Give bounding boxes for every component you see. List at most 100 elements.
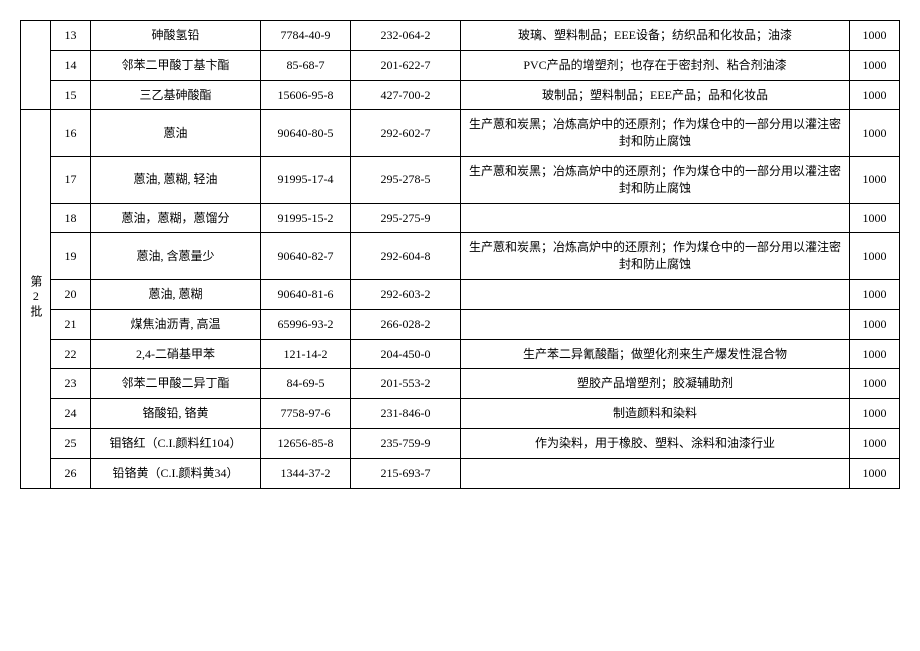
table-cell: 14	[51, 50, 91, 80]
table-cell: 292-603-2	[351, 279, 461, 309]
table-cell: 1000	[850, 50, 900, 80]
table-cell: 13	[51, 21, 91, 51]
table-cell: 23	[51, 369, 91, 399]
table-cell: 1000	[850, 428, 900, 458]
table-cell: 17	[51, 156, 91, 203]
table-cell: 1000	[850, 339, 900, 369]
table-cell: 铬酸铅, 铬黄	[91, 399, 261, 429]
table-cell: 65996-93-2	[261, 309, 351, 339]
table-row: 23邻苯二甲酸二异丁酯84-69-5201-553-2塑胶产品增塑剂；胶凝辅助剂…	[21, 369, 900, 399]
table-cell: 22	[51, 339, 91, 369]
table-cell: 1000	[850, 279, 900, 309]
table-cell: 15	[51, 80, 91, 110]
table-cell: 90640-82-7	[261, 233, 351, 280]
table-cell: 20	[51, 279, 91, 309]
table-row: 15三乙基砷酸酯15606-95-8427-700-2玻制品；塑料制品；EEE产…	[21, 80, 900, 110]
table-row: 18蒽油，蒽糊，蒽馏分91995-15-2295-275-9 1000	[21, 203, 900, 233]
table-cell: 1000	[850, 110, 900, 157]
table-cell	[461, 279, 850, 309]
table-cell: 邻苯二甲酸丁基卞酯	[91, 50, 261, 80]
table-cell: 蒽油，蒽糊，蒽馏分	[91, 203, 261, 233]
table-row: 26铅铬黄（C.I.颜料黄34）1344-37-2215-693-7 1000	[21, 458, 900, 488]
table-cell: 2,4-二硝基甲苯	[91, 339, 261, 369]
table-cell: 215-693-7	[351, 458, 461, 488]
table-cell: 19	[51, 233, 91, 280]
table-row: 第2批16蒽油90640-80-5292-602-7生产蒽和炭黑；冶炼高炉中的还…	[21, 110, 900, 157]
table-cell: 26	[51, 458, 91, 488]
table-row: 222,4-二硝基甲苯121-14-2204-450-0生产苯二异氰酸酯；做塑化…	[21, 339, 900, 369]
table-cell: 1000	[850, 80, 900, 110]
table-cell: 201-553-2	[351, 369, 461, 399]
table-cell: 427-700-2	[351, 80, 461, 110]
table-row: 21煤焦油沥青, 高温65996-93-2266-028-2 1000	[21, 309, 900, 339]
table-cell: 蒽油	[91, 110, 261, 157]
table-cell: 生产蒽和炭黑；冶炼高炉中的还原剂；作为煤仓中的一部分用以灌注密封和防止腐蚀	[461, 233, 850, 280]
table-cell: 292-602-7	[351, 110, 461, 157]
table-cell: 1000	[850, 458, 900, 488]
table-cell: 90640-81-6	[261, 279, 351, 309]
table-cell: 1000	[850, 21, 900, 51]
table-cell	[461, 203, 850, 233]
table-row: 20蒽油, 蒽糊90640-81-6292-603-2 1000	[21, 279, 900, 309]
table-cell: 91995-17-4	[261, 156, 351, 203]
table-cell: 1000	[850, 233, 900, 280]
table-cell: 煤焦油沥青, 高温	[91, 309, 261, 339]
table-cell: 85-68-7	[261, 50, 351, 80]
group-cell: 第2批	[21, 110, 51, 488]
table-cell: 16	[51, 110, 91, 157]
table-cell: 121-14-2	[261, 339, 351, 369]
table-cell: 玻璃、塑料制品；EEE设备；纺织品和化妆品；油漆	[461, 21, 850, 51]
group-label: 第2批	[27, 275, 44, 319]
table-cell: 91995-15-2	[261, 203, 351, 233]
table-cell: 1344-37-2	[261, 458, 351, 488]
table-cell: 生产蒽和炭黑；冶炼高炉中的还原剂；作为煤仓中的一部分用以灌注密封和防止腐蚀	[461, 156, 850, 203]
table-cell: 砷酸氢铅	[91, 21, 261, 51]
table-cell: 295-278-5	[351, 156, 461, 203]
group-cell	[21, 21, 51, 110]
table-cell: 232-064-2	[351, 21, 461, 51]
table-cell	[461, 458, 850, 488]
table-row: 19蒽油, 含蒽量少90640-82-7292-604-8生产蒽和炭黑；冶炼高炉…	[21, 233, 900, 280]
table-cell: 1000	[850, 203, 900, 233]
table-cell: 制造颜料和染料	[461, 399, 850, 429]
table-cell: 蒽油, 蒽糊	[91, 279, 261, 309]
table-cell: 12656-85-8	[261, 428, 351, 458]
table-cell: 84-69-5	[261, 369, 351, 399]
table-cell: 7758-97-6	[261, 399, 351, 429]
table-cell: 玻制品；塑料制品；EEE产品；品和化妆品	[461, 80, 850, 110]
table-cell: 21	[51, 309, 91, 339]
table-cell: 生产蒽和炭黑；冶炼高炉中的还原剂；作为煤仓中的一部分用以灌注密封和防止腐蚀	[461, 110, 850, 157]
table-cell: 292-604-8	[351, 233, 461, 280]
table-cell: 1000	[850, 399, 900, 429]
table-cell: 塑胶产品增塑剂；胶凝辅助剂	[461, 369, 850, 399]
table-cell: 7784-40-9	[261, 21, 351, 51]
table-row: 14邻苯二甲酸丁基卞酯85-68-7201-622-7PVC产品的增塑剂；也存在…	[21, 50, 900, 80]
table-cell: 90640-80-5	[261, 110, 351, 157]
table-cell: 266-028-2	[351, 309, 461, 339]
table-cell: 25	[51, 428, 91, 458]
table-cell: 18	[51, 203, 91, 233]
table-cell: 1000	[850, 309, 900, 339]
table-cell: 1000	[850, 156, 900, 203]
table-cell: 204-450-0	[351, 339, 461, 369]
table-cell: 作为染料，用于橡胶、塑料、涂料和油漆行业	[461, 428, 850, 458]
table-cell: 15606-95-8	[261, 80, 351, 110]
substance-table: 13砷酸氢铅7784-40-9232-064-2玻璃、塑料制品；EEE设备；纺织…	[20, 20, 900, 489]
table-cell: 1000	[850, 369, 900, 399]
table-cell: 蒽油, 含蒽量少	[91, 233, 261, 280]
table-cell: PVC产品的增塑剂；也存在于密封剂、粘合剂油漆	[461, 50, 850, 80]
table-cell: 生产苯二异氰酸酯；做塑化剂来生产爆发性混合物	[461, 339, 850, 369]
table-cell: 24	[51, 399, 91, 429]
table-row: 24铬酸铅, 铬黄7758-97-6231-846-0制造颜料和染料1000	[21, 399, 900, 429]
table-row: 13砷酸氢铅7784-40-9232-064-2玻璃、塑料制品；EEE设备；纺织…	[21, 21, 900, 51]
table-cell: 邻苯二甲酸二异丁酯	[91, 369, 261, 399]
table-cell: 231-846-0	[351, 399, 461, 429]
table-cell	[461, 309, 850, 339]
table-cell: 201-622-7	[351, 50, 461, 80]
table-row: 25钼铬红（C.I.颜料红104）12656-85-8235-759-9作为染料…	[21, 428, 900, 458]
table-cell: 铅铬黄（C.I.颜料黄34）	[91, 458, 261, 488]
table-cell: 钼铬红（C.I.颜料红104）	[91, 428, 261, 458]
table-cell: 三乙基砷酸酯	[91, 80, 261, 110]
table-cell: 295-275-9	[351, 203, 461, 233]
table-cell: 235-759-9	[351, 428, 461, 458]
